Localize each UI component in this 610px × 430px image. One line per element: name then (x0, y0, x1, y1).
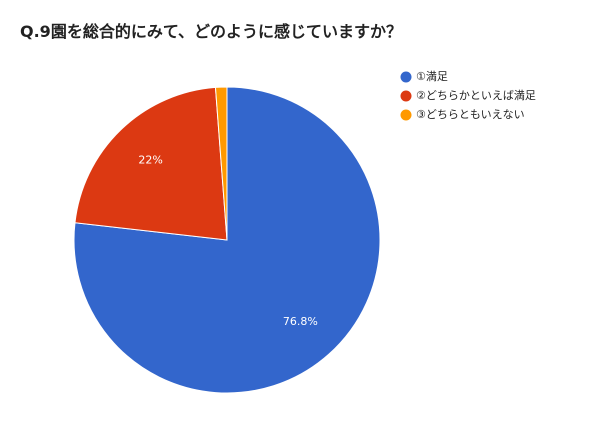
legend-marker-1 (400, 71, 412, 83)
legend-label-1: ①満足 (416, 70, 448, 83)
pie-slices (73, 86, 381, 394)
pie-slice-3 (214, 86, 228, 241)
pie-slice-1 (73, 86, 381, 394)
legend-label-3: ③どちらともいえない (416, 108, 525, 121)
chart-legend: ①満足 ②どちらかといえば満足 ③どちらともいえない (400, 70, 536, 121)
data-label-1: 76.8% (283, 315, 318, 328)
data-label-2: 22% (138, 154, 162, 167)
legend-marker-3 (400, 109, 412, 121)
chart-title: Q.9園を総合的にみて、どのように感じていますか？ (20, 22, 403, 41)
legend-label-2: ②どちらかといえば満足 (416, 89, 536, 102)
pie-data-labels: 76.8% 22% (138, 154, 318, 329)
legend-marker-2 (400, 90, 412, 102)
pie-slice-2 (74, 86, 228, 241)
